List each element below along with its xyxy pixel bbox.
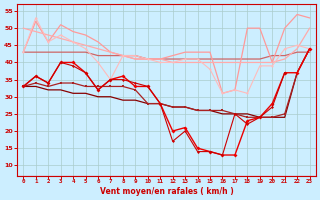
X-axis label: Vent moyen/en rafales ( km/h ): Vent moyen/en rafales ( km/h ) xyxy=(100,187,233,196)
